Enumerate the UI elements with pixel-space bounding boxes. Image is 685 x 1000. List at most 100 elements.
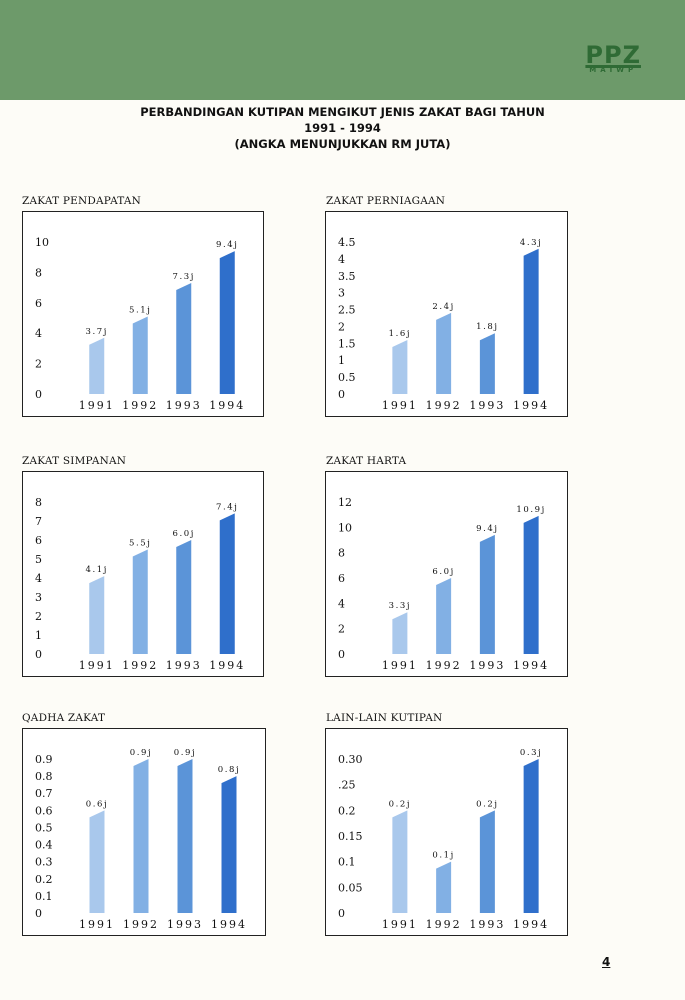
bar-1992 [436,578,452,654]
y-tick-label: 0 [338,907,345,920]
x-tick-label: 1991 [79,399,115,412]
x-tick-label: 1991 [382,659,418,672]
bar-1993 [479,333,495,394]
x-tick-label: 1992 [122,399,158,412]
y-tick-label: 12 [338,496,352,509]
chart-title-lain-lain-kutipan: LAIN-LAIN KUTIPAN [326,712,443,724]
y-tick-label: 8 [338,547,345,560]
chart-title-zakat-pendapatan: ZAKAT PENDAPATAN [22,195,142,207]
data-label: 0.6j [86,799,109,809]
bar-1994 [221,776,237,913]
data-label: 5.5j [129,539,152,549]
data-label: 9.4j [476,524,499,534]
chart-title-qadha-zakat: QADHA ZAKAT [22,712,106,724]
y-tick-label: 10 [338,521,352,534]
data-label: 5.1j [129,305,152,315]
y-tick-label: 3.5 [338,270,356,283]
x-tick-label: 1993 [166,399,202,412]
chart-zakat-harta: 0 2 4 6 8 10 12 3.3j 1991 6.0j 1992 9.4j 1993 10.9j 19… [325,471,568,677]
bar-1994 [219,251,235,394]
chart-zakat-perniagaan: 0 0.5 1 1.5 2 2.5 3 3.5 4 4.5 1.6j 1991 2.4j 1992 1.8j… [325,211,568,417]
y-tick-label: 0.9 [35,753,53,766]
y-tick-label: 8 [35,266,42,279]
y-tick-label: 0.3 [35,856,53,869]
data-label: 1.6j [389,329,412,339]
y-tick-label: 5 [35,553,42,566]
bar-1993 [176,283,192,394]
bar-1993 [479,810,495,913]
y-tick-label: 4 [35,327,42,340]
y-tick-label: 0.2 [35,873,53,886]
bar-1994 [523,248,539,394]
x-tick-label: 1991 [382,918,418,931]
data-label: 9.4j [216,240,239,250]
x-tick-label: 1991 [382,399,418,412]
y-tick-label: 6 [35,534,42,547]
data-label: 7.3j [172,272,195,282]
y-tick-label: .25 [338,779,356,792]
y-tick-label: 2 [338,320,345,333]
bar-1994 [523,759,539,913]
x-tick-label: 1992 [426,659,462,672]
bar-1992 [436,861,452,913]
data-label: 0.8j [218,765,241,775]
chart-svg-zakat-pendapatan: 0 2 4 6 8 10 3.7j 1991 5.1j 1992 7.3j 1993 9.4j 1994 [35,236,243,412]
bar-1994 [523,515,539,654]
y-tick-label: 7 [35,515,42,528]
y-tick-label: 0 [35,648,42,661]
y-tick-label: 0 [338,648,345,661]
data-label: 3.7j [85,327,108,337]
data-label: 0.9j [174,748,197,758]
ppz-logo: PPZ MAIWP [585,43,641,74]
y-tick-label: 4.5 [338,236,356,249]
bar-1993 [479,534,495,654]
y-tick-label: 6 [338,572,345,585]
chart-svg-qadha-zakat: 0 0.1 0.2 0.3 0.4 0.5 0.6 0.7 0.8 0.9 0.6j 1991 0.9j… [35,748,245,931]
y-tick-label: 2 [35,610,42,623]
y-tick-label: 0.15 [338,830,363,843]
data-label: 2.4j [432,302,455,312]
chart-zakat-simpanan: 0 1 2 3 4 5 6 7 8 4.1j 1991 5.5j 1992 6.0j 1993 7.4j 199… [22,471,264,677]
y-tick-label: 1 [338,354,345,367]
bar-1992 [436,312,452,394]
bar-1991 [89,810,105,913]
y-tick-label: 0.1 [338,856,356,869]
bar-1991 [89,576,105,654]
data-label: 0.1j [432,851,455,861]
y-tick-label: 0 [35,907,42,920]
bar-1993 [176,540,192,654]
page-title: PERBANDINGAN KUTIPAN MENGIKUT JENIS ZAKA… [140,105,545,119]
chart-svg-zakat-perniagaan: 0 0.5 1 1.5 2 2.5 3 3.5 4 4.5 1.6j 1991 2.4j 1992 1.8j… [338,236,547,412]
y-tick-label: 0.4 [35,839,53,852]
y-tick-label: 4 [338,253,345,266]
x-tick-label: 1992 [426,399,462,412]
y-tick-label: 0.30 [338,753,363,766]
data-label: 0.9j [130,748,153,758]
x-tick-label: 1993 [166,659,202,672]
x-tick-label: 1991 [79,918,115,931]
y-tick-label: 1 [35,629,42,642]
page-subtitle: (ANGKA MENUNJUKKAN RM JUTA) [234,137,451,151]
x-tick-label: 1993 [469,918,505,931]
logo-subtext: MAIWP [589,66,638,74]
y-tick-label: 0.8 [35,770,53,783]
x-tick-label: 1991 [79,659,115,672]
data-label: 3.3j [389,601,412,611]
data-label: 4.1j [85,565,108,575]
page-number: 4 [602,955,611,969]
data-label: 10.9j [516,505,546,515]
x-tick-label: 1992 [123,918,159,931]
y-tick-label: 2 [338,623,345,636]
chart-svg-zakat-harta: 0 2 4 6 8 10 12 3.3j 1991 6.0j 1992 9.4j 1993 10.9j 19… [338,496,547,672]
x-tick-label: 1993 [469,659,505,672]
y-tick-label: 0 [35,388,42,401]
data-label: 6.0j [432,567,455,577]
bar-1992 [133,759,149,913]
y-tick-label: 0.1 [35,890,53,903]
y-tick-label: 3 [35,591,42,604]
bar-1991 [392,612,408,654]
data-label: 0.2j [476,799,499,809]
chart-lain-lain-kutipan: 0 0.05 0.1 0.15 0.2 .25 0.30 0.2j 1991 0.1j 1992 0.… [325,728,568,936]
y-tick-label: 0.5 [338,371,356,384]
chart-svg-lain-lain-kutipan: 0 0.05 0.1 0.15 0.2 .25 0.30 0.2j 1991 0.1j 1992 0.… [338,748,547,931]
